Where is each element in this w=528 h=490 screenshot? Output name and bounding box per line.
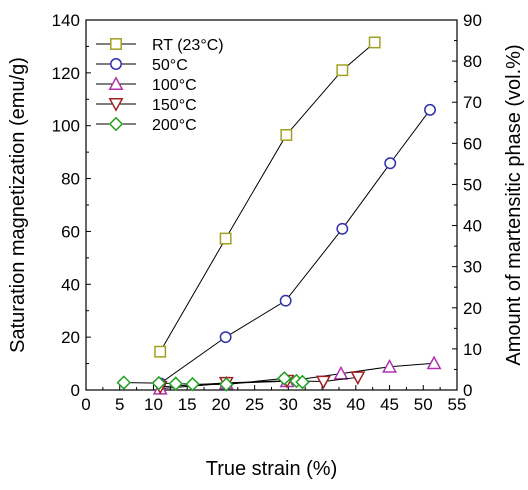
axes: 0 5 10 15 20 25 30 35 40 45 50 55020406080100120140… [52, 11, 482, 414]
x-tick-label: 5 [115, 395, 124, 414]
data-point-triangle-up [333, 365, 349, 380]
data-point-square [368, 36, 381, 49]
data-point-square [219, 232, 232, 245]
legend-marker [108, 98, 124, 112]
y2-tick-label: 40 [463, 217, 482, 236]
series-circle [154, 103, 436, 390]
legend-marker [108, 116, 124, 132]
y-axis-label: Saturation magnetization (emu/g) [7, 57, 29, 353]
data-point-circle [336, 222, 349, 235]
y-tick-label: 140 [52, 11, 80, 30]
data-point-diamond [295, 374, 310, 390]
y-tick-label: 60 [61, 222, 80, 241]
y2-tick-label: 80 [463, 52, 482, 71]
data-point-triangle-up [382, 358, 398, 373]
data-point-circle [279, 294, 292, 307]
data-point-diamond [168, 376, 183, 391]
y2-tick-label: 30 [463, 258, 482, 277]
y2-tick-label: 50 [463, 175, 482, 194]
data-point-diamond [151, 375, 167, 391]
legend-entry: 100°C [96, 76, 197, 94]
data-point-square [280, 129, 293, 141]
series-line-circle [159, 109, 431, 384]
x-tick-label: 35 [313, 395, 332, 414]
x-tick-label: 10 [144, 395, 163, 414]
data-point-diamond [219, 377, 234, 392]
legend-entry: 150°C [96, 97, 197, 114]
legend-marker [110, 38, 122, 50]
y2-tick-label: 70 [463, 93, 482, 112]
x-tick-label: 45 [380, 395, 399, 414]
legend: RT (23°C) 50°C 100°C 150°C 200°C [96, 37, 224, 134]
y2-tick-label: 0 [463, 381, 472, 400]
x-tick-label: 30 [279, 395, 298, 414]
data-point-triangle-up [426, 355, 442, 370]
y-tick-label: 40 [61, 275, 80, 294]
x-tick-label: 20 [211, 395, 230, 414]
y-tick-label: 120 [52, 64, 80, 83]
data-point-circle [219, 331, 232, 344]
y2-tick-label: 10 [463, 340, 482, 359]
x-tick-label: 0 [81, 395, 90, 414]
x-tick-label: 40 [346, 395, 365, 414]
data-point-diamond [116, 375, 132, 390]
legend-label: RT (23°C) [152, 37, 224, 54]
legend-label: 50°C [152, 57, 188, 74]
legend-entry: 50°C [96, 57, 188, 74]
y2-axis-label: Amount of martensitic phase (vol.%) [503, 44, 525, 365]
data-point-diamond [185, 376, 200, 392]
data-point-square [154, 345, 167, 358]
plot-frame [85, 19, 458, 391]
y-tick-label: 80 [61, 170, 80, 189]
legend-marker [110, 58, 122, 70]
x-tick-label: 55 [448, 395, 467, 414]
legend-label: 100°C [152, 77, 197, 94]
x-axis-label: True strain (%) [206, 458, 338, 480]
legend-label: 150°C [152, 97, 197, 114]
data-point-triangle-down [350, 371, 366, 386]
series-square [154, 36, 381, 358]
x-tick-label: 25 [245, 395, 264, 414]
legend-entry: 200°C [96, 116, 197, 134]
y2-tick-label: 20 [463, 299, 482, 318]
series-diamond [116, 371, 310, 392]
data-point-square [336, 64, 349, 77]
x-tick-label: 15 [178, 395, 197, 414]
data-point-triangle-down [315, 375, 331, 390]
y-tick-label: 100 [52, 117, 80, 136]
y-tick-label: 20 [61, 328, 80, 347]
legend-entry: RT (23°C) [96, 37, 224, 54]
data-point-circle [424, 103, 436, 116]
data-point-circle [384, 157, 397, 170]
data-point-diamond [277, 371, 292, 386]
y2-tick-label: 60 [463, 134, 482, 153]
legend-label: 200°C [152, 117, 197, 134]
y-tick-label: 0 [71, 381, 80, 400]
y2-tick-label: 90 [463, 11, 482, 30]
x-tick-label: 50 [414, 395, 433, 414]
series-layer [116, 36, 442, 395]
legend-marker [108, 76, 124, 90]
